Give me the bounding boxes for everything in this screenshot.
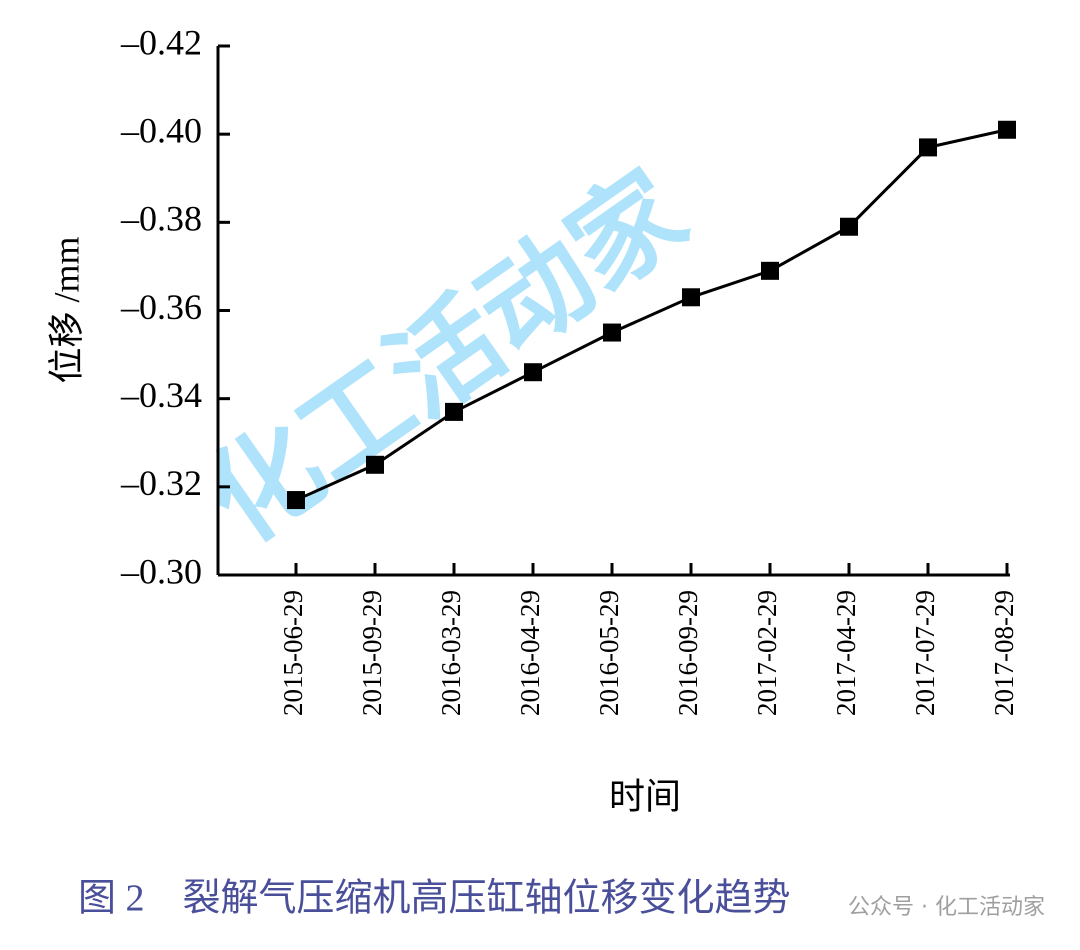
x-tick-label: 2017-02-29	[752, 590, 782, 716]
marker	[840, 217, 858, 236]
y-tick-label: –0.38	[120, 199, 202, 239]
x-tick-label: 2017-07-29	[910, 590, 940, 716]
y-axis-label: 位移 /mm	[46, 236, 86, 383]
x-tick-label: 2016-03-29	[436, 590, 466, 716]
marker	[919, 138, 937, 157]
marker	[287, 491, 305, 510]
y-tick-label: –0.40	[120, 110, 202, 150]
marker	[761, 261, 779, 280]
y-tick-label: –0.36	[120, 287, 202, 327]
caption: 图 2 裂解气压缩机高压缸轴位移变化趋势	[78, 878, 791, 920]
x-tick-label: 2016-04-29	[515, 590, 545, 716]
x-axis-label: 时间	[609, 776, 681, 816]
source-watermark: 公众号 · 化工活动家	[848, 895, 1045, 920]
x-tick-label: 2017-08-29	[989, 590, 1019, 716]
x-tick-label: 2016-05-29	[594, 590, 624, 716]
marker	[524, 363, 542, 382]
y-tick-label: –0.32	[120, 463, 202, 503]
x-tick-label: 2015-09-29	[357, 590, 387, 716]
x-tick-label: 2015-06-29	[278, 590, 308, 716]
marker	[445, 402, 463, 421]
marker	[366, 455, 384, 474]
watermark: 化工活动家	[184, 147, 708, 567]
marker	[998, 120, 1016, 139]
x-tick-label: 2016-09-29	[673, 590, 703, 716]
y-tick-label: –0.34	[120, 375, 202, 415]
x-tick-label: 2017-04-29	[831, 590, 861, 716]
y-tick-label: –0.30	[120, 551, 202, 591]
marker	[682, 288, 700, 307]
marker	[603, 323, 621, 342]
y-tick-label: –0.42	[120, 22, 202, 62]
line	[295, 128, 1008, 502]
